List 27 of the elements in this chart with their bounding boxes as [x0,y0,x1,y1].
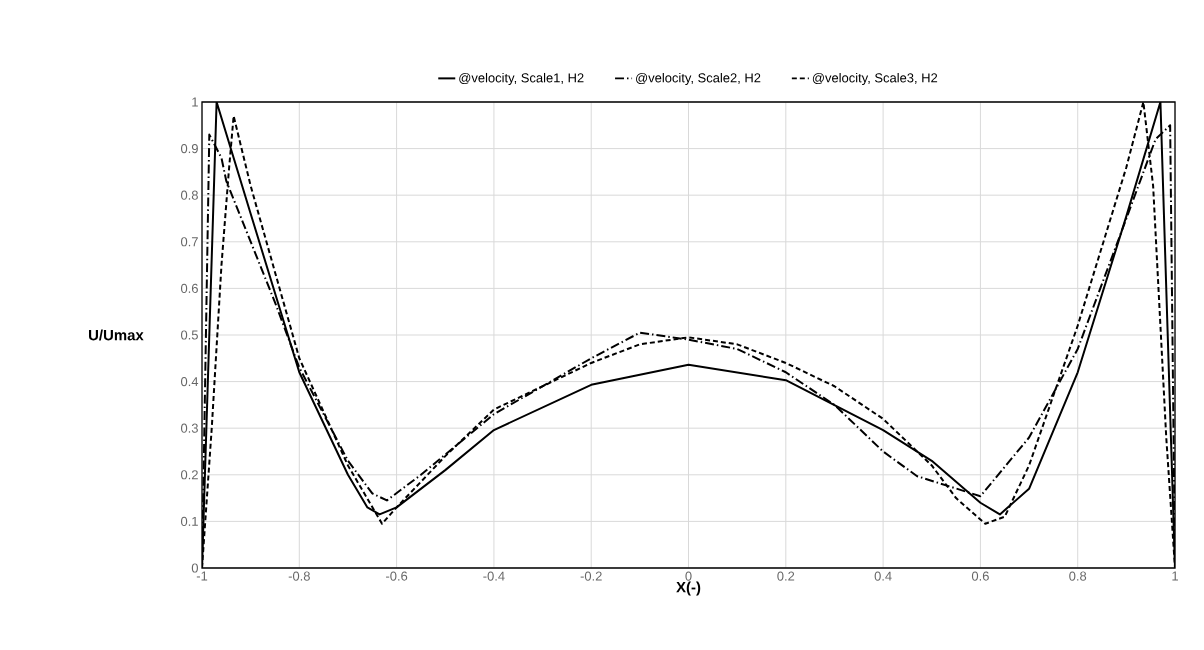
x-tick-label: 0.4 [874,571,892,581]
x-axis-title: X(-) [676,581,701,596]
y-tick-label: 0.7 [180,237,198,247]
y-tick-label: 0.3 [180,423,198,433]
y-tick-label: 0.5 [180,330,198,340]
y-tick-label: 1 [192,97,198,107]
x-tick-label: -0.2 [580,571,602,581]
y-tick-label: 0.6 [180,283,198,293]
y-tick-label: 0.9 [180,143,198,154]
legend-label: @velocity, Scale3, H2 [812,72,938,86]
y-tick-label: 0.4 [180,377,199,387]
y-tick-label: 0 [191,563,198,573]
x-tick-label: 0.2 [777,571,795,581]
x-tick-label: 0 [685,571,692,581]
x-tick-label: -0.4 [483,571,505,581]
legend-label: @velocity, Scale2, H2 [636,72,761,86]
y-tick-label: 0.8 [180,190,198,200]
x-tick-label: 0.8 [1069,571,1087,581]
x-tick-label: -1 [196,571,208,581]
x-tick-label: -0.8 [288,571,310,581]
legend-label: @velocity, Scale1, H2 [459,72,584,86]
y-tick-label: 0.2 [180,470,198,480]
y-tick-label: 0.1 [180,516,198,526]
x-tick-label: 1 [1172,571,1178,581]
y-axis-title: U/Umax [89,329,144,341]
x-tick-label: 0.6 [971,571,989,581]
x-tick-label: -0.6 [386,571,408,581]
